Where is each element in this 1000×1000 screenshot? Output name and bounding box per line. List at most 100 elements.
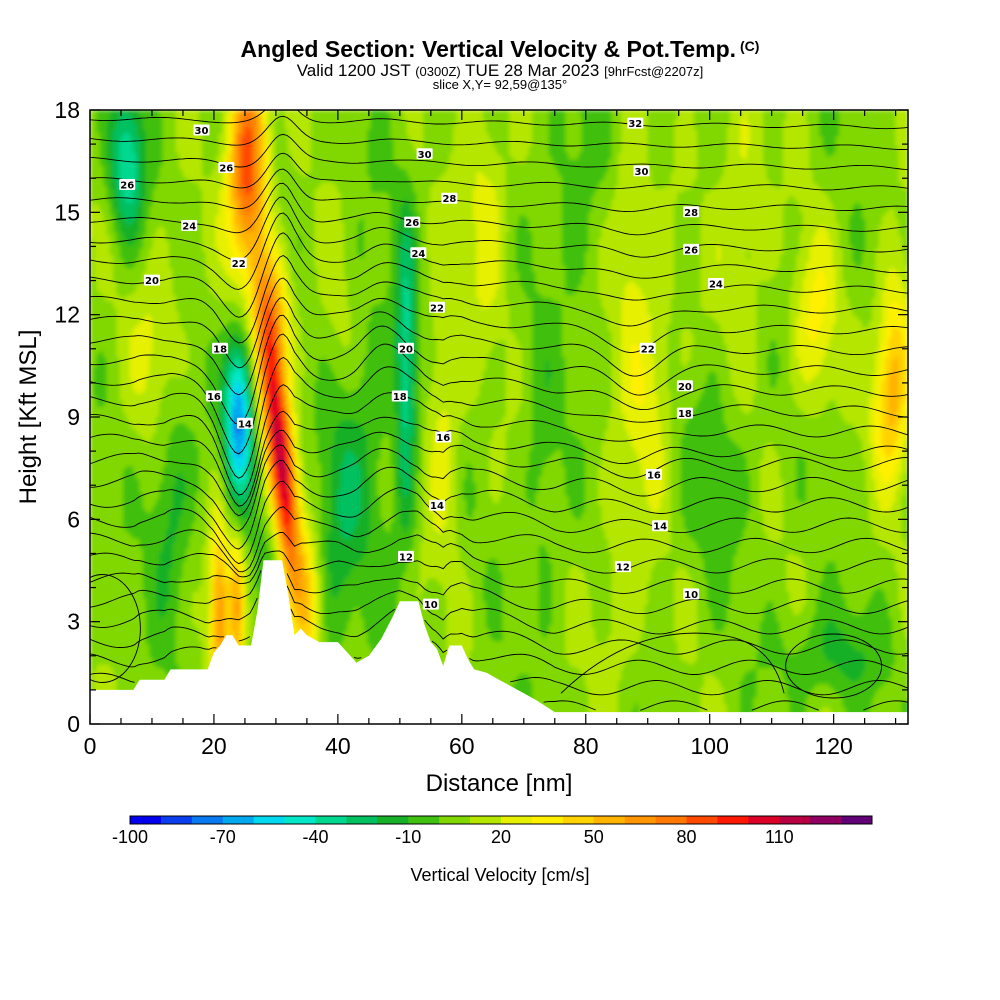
- x-tick-label: 60: [449, 733, 475, 759]
- contour-label: 20: [677, 380, 693, 393]
- contour-label: 26: [683, 244, 699, 257]
- contour-label-text: 10: [424, 600, 438, 611]
- colorbar-swatch: [254, 816, 285, 824]
- y-tick-label: 6: [67, 506, 80, 532]
- y-tick-label: 12: [54, 302, 80, 328]
- contour-label-text: 28: [684, 208, 698, 219]
- contour-label-text: 22: [430, 303, 444, 314]
- contour-label-text: 26: [120, 181, 134, 192]
- contour-label: 26: [218, 162, 234, 175]
- colorbar-swatch: [192, 816, 223, 824]
- contour-label: 18: [677, 408, 693, 421]
- colorbar-swatch: [717, 816, 748, 824]
- colorbar-swatch: [130, 816, 161, 824]
- contour-label-text: 30: [635, 167, 649, 178]
- contour-label-text: 30: [195, 126, 209, 137]
- contour-label-text: 20: [399, 344, 413, 355]
- contour-label: 10: [683, 588, 699, 601]
- colorbar-tick-label: -40: [302, 827, 328, 847]
- colorbar-swatch: [563, 816, 594, 824]
- colorbar-tick-label: 20: [491, 827, 511, 847]
- colorbar-tick-label: 50: [584, 827, 604, 847]
- y-tick-label: 15: [54, 199, 80, 225]
- contour-label-text: 16: [647, 471, 661, 482]
- contour-label: 12: [615, 561, 631, 574]
- contour-label: 20: [144, 275, 160, 288]
- contour-label: 26: [119, 179, 135, 192]
- contour-label: 20: [398, 343, 414, 356]
- y-tick-label: 18: [54, 97, 80, 123]
- colorbar-tick-label: 80: [676, 827, 696, 847]
- contour-label-text: 18: [678, 409, 692, 420]
- x-tick-label: 40: [325, 733, 351, 759]
- contour-label-text: 24: [411, 249, 425, 260]
- colorbar-swatch: [810, 816, 841, 824]
- cross-section-plot: 1414141616161818182020202222222424242626…: [0, 0, 1000, 1000]
- colorbar-tick-label: -10: [395, 827, 421, 847]
- contour-label-text: 30: [418, 150, 432, 161]
- contour-label-text: 16: [207, 392, 221, 403]
- contour-label-text: 24: [182, 222, 196, 233]
- contour-label: 22: [231, 258, 247, 271]
- contour-label-text: 26: [405, 218, 419, 229]
- contour-label-text: 22: [232, 259, 246, 270]
- y-tick-label: 0: [67, 711, 80, 737]
- y-axis-label: Height [Kft MSL]: [15, 330, 42, 505]
- contour-label: 24: [410, 247, 426, 259]
- contour-label-text: 16: [436, 433, 450, 444]
- contour-label: 30: [417, 148, 433, 161]
- contour-label-text: 28: [442, 194, 456, 205]
- colorbar-swatch: [470, 816, 501, 824]
- contour-label: 28: [441, 193, 457, 206]
- colorbar-swatch: [223, 816, 254, 824]
- colorbar-swatch: [779, 816, 810, 824]
- contour-label: 16: [435, 432, 451, 445]
- contour-label-text: 22: [641, 344, 655, 355]
- colorbar-swatch: [501, 816, 532, 824]
- contour-label-text: 32: [628, 119, 642, 130]
- colorbar-tick-label: 110: [765, 827, 794, 847]
- contour-label-text: 20: [145, 276, 159, 287]
- colorbar: -100 -70 -40 -10 20 50 80 110: [112, 816, 872, 847]
- contour-label-text: 18: [393, 392, 407, 403]
- contour-label: 32: [627, 118, 643, 131]
- contour-label-text: 14: [238, 419, 252, 430]
- colorbar-swatch: [656, 816, 687, 824]
- colorbar-swatch: [748, 816, 779, 824]
- colorbar-swatch: [316, 816, 347, 824]
- x-tick-label: 0: [84, 733, 97, 759]
- colorbar-swatch: [408, 816, 439, 824]
- contour-label-text: 26: [684, 245, 698, 256]
- contour-label: 18: [212, 343, 228, 356]
- x-axis-label: Distance [nm]: [426, 770, 573, 797]
- x-tick-label: 80: [573, 733, 599, 759]
- contour-label-text: 14: [430, 501, 444, 512]
- colorbar-swatch: [687, 816, 718, 824]
- contour-label: 14: [237, 418, 253, 431]
- colorbar-label: Vertical Velocity [cm/s]: [410, 865, 589, 885]
- contour-label: 22: [429, 302, 445, 315]
- colorbar-swatch: [285, 816, 316, 824]
- colorbar-tick-label: -70: [210, 827, 236, 847]
- contour-label-text: 24: [709, 280, 723, 291]
- contour-label: 16: [206, 391, 222, 404]
- x-tick-label: 100: [691, 733, 729, 759]
- contour-label: 14: [429, 500, 445, 513]
- contour-label: 30: [634, 165, 650, 178]
- contour-label-text: 12: [616, 563, 630, 574]
- contour-label-text: 12: [399, 552, 413, 563]
- y-tick-label: 3: [67, 609, 80, 635]
- x-tick-label: 20: [201, 733, 227, 759]
- colorbar-swatch: [625, 816, 656, 824]
- x-tick-label: 120: [814, 733, 852, 759]
- contour-label: 22: [640, 343, 656, 356]
- contour-label: 24: [181, 220, 197, 233]
- contour-label: 16: [646, 469, 662, 482]
- colorbar-swatch: [439, 816, 470, 824]
- y-tick-label: 9: [67, 404, 80, 430]
- contour-label: 26: [404, 217, 420, 230]
- colorbar-swatch: [532, 816, 563, 824]
- contour-label-text: 18: [213, 344, 227, 355]
- colorbar-swatch: [841, 816, 872, 824]
- colorbar-swatch: [161, 816, 192, 824]
